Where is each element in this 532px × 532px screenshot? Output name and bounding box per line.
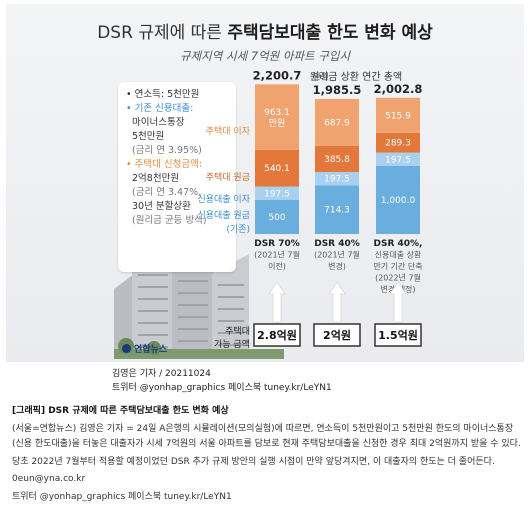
data-label: 540.1 [264, 164, 290, 174]
total-label: 2,200.7 [253, 68, 302, 82]
yonhap-logo-icon: 연합뉴스 [122, 342, 167, 355]
data-label: 1,000.0 [381, 196, 416, 206]
chart-heading: 원리금 상환 연간 총액 [310, 71, 402, 83]
article-headline: [그래픽] DSR 규제에 따른 주택담보대출 한도 변화 예상 [12, 406, 229, 416]
arrow-up-icon [389, 281, 407, 323]
available-amount-value: 2억원 [323, 328, 351, 342]
data-label: 197.5 [264, 189, 290, 199]
article-email: 0eun@yna.co.kr [12, 474, 86, 484]
data-label: 500 [268, 213, 285, 223]
bar-segment [315, 185, 359, 234]
available-amount-value: 2.8억원 [257, 328, 297, 342]
category-label: DSR 40%, [374, 239, 423, 249]
data-label: 963.1 [264, 108, 290, 118]
data-label: 687.9 [324, 118, 350, 128]
bar-segment [376, 166, 420, 234]
arrow-up-icon [328, 281, 346, 323]
existing-loan-rate: (금리 연 3.95%) [132, 145, 202, 156]
series-label: 신용대출 원금 [197, 210, 250, 221]
bar-segment [255, 186, 299, 200]
category-label: (2021년 7월 [314, 250, 360, 260]
data-label: 289.3 [385, 139, 411, 149]
available-amount-label: 가능 금액 [214, 338, 250, 350]
article-social: 트위터 @yonhap_graphics 페이스북 tuney.kr/LeYN1 [12, 491, 232, 502]
category-label: (2021년 7월 [254, 250, 300, 260]
category-label: 만기 기간 단축 [373, 261, 422, 271]
article-body: [그래픽] DSR 규제에 따른 주택담보대출 한도 변화 예상 (서울=연합뉴… [12, 404, 524, 507]
data-label: 385.8 [324, 155, 350, 165]
series-label: 주택대 이자 [206, 126, 251, 137]
available-amount-box [253, 323, 301, 347]
bar-segment [315, 145, 359, 172]
article-paragraph: 당초 2022년 7월부터 적용할 예정이었던 DSR 추가 규제 방안의 실행… [12, 456, 495, 467]
existing-loan-line: 마이너스통장 [132, 117, 185, 128]
category-label: DSR 40% [314, 239, 360, 249]
social-links: 트위터 @yonhap_graphics 페이스북 tuney.kr/LeYN1 [112, 383, 332, 393]
existing-loan-line: 5천만원 [132, 131, 165, 142]
mortgage-line: 30년 분할상환 [132, 201, 191, 212]
available-amount-box [374, 323, 422, 347]
category-label: 변경) [328, 261, 346, 271]
bar-segment [376, 152, 420, 166]
category-label: 이전) [268, 261, 286, 271]
total-label: 1,985.5 [313, 83, 362, 97]
graphic-subtitle: 규제지역 시세 7억원 아파트 구입시 [179, 49, 351, 63]
bar-segment [315, 171, 359, 186]
category-label: (2022년 7월 [375, 273, 421, 283]
data-label: 만원 [269, 118, 286, 129]
bar-segment [376, 132, 420, 153]
loan-conditions-box: • 연소득: 5천만원 • 기존 신용대출: 마이너스통장 5천만원 (금리 연… [118, 82, 236, 272]
category-label: 신용대출 상환 [375, 250, 422, 260]
mortgage-line: 2억8천만원 [132, 173, 180, 184]
unit-label: 만원 [313, 72, 329, 82]
bar-segment [255, 149, 299, 187]
mortgage-line: (원리금 균등 방식) [132, 215, 207, 226]
available-amount-value: 1.5억원 [378, 328, 418, 342]
graphic-title: DSR 규제에 따른 주택담보대출 한도 변화 예상 [97, 23, 433, 43]
byline: 김영은 기자 / 20211024 [112, 369, 211, 379]
data-label: 197.5 [385, 155, 411, 165]
income-text: • 연소득: 5천만원 [126, 89, 200, 100]
article-paragraph: (서울=연합뉴스) 김영은 기자 = 24일 A은행의 시뮬레이션(모의실험)에… [12, 423, 521, 450]
mortgage-line: (금리 연 3.47%, [132, 187, 202, 198]
arrow-up-icon [268, 281, 286, 323]
infographic: DSR 규제에 따른 주택담보대출 한도 변화 예상 규제지역 시세 7억원 아… [6, 4, 524, 362]
available-amount-box [313, 323, 361, 347]
category-label: DSR 70% [254, 239, 300, 249]
bar-segment [376, 97, 420, 133]
available-amount-label: 주택대 [225, 326, 250, 337]
bar-segment [315, 98, 359, 146]
existing-loan-heading: • 기존 신용대출: [126, 103, 194, 114]
bar-segment [255, 84, 299, 150]
series-label: 신용대출 이자 [197, 194, 250, 205]
mortgage-heading: • 주택대 신청금액: [126, 159, 203, 170]
data-label: 197.5 [324, 175, 350, 185]
total-label: 2,002.8 [374, 82, 423, 96]
data-label: 714.3 [324, 206, 350, 216]
series-label: 주택대 원금 [206, 172, 250, 183]
bar-segment [255, 200, 299, 234]
series-label: (기존) [226, 224, 250, 235]
data-label: 515.9 [385, 111, 411, 121]
